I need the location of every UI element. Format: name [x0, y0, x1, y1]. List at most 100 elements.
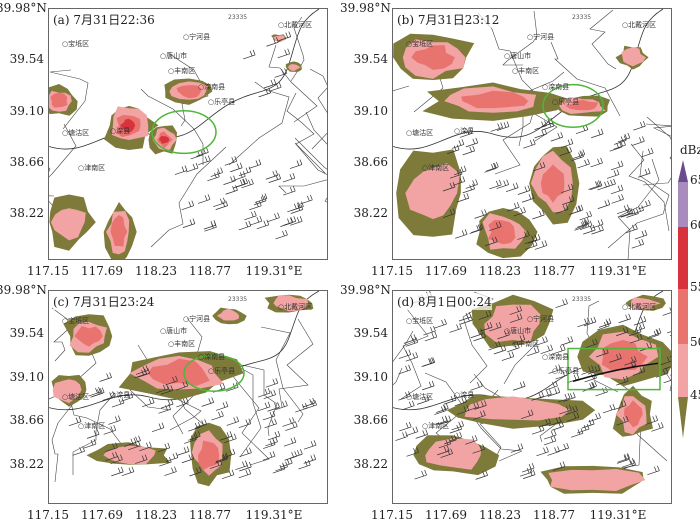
wind-barb	[221, 469, 235, 480]
wind-barb	[243, 49, 256, 60]
wind-barb	[265, 170, 279, 180]
wind-barb	[278, 31, 292, 41]
panel-b: (b) 7月31日23:12	[392, 8, 672, 260]
wind-barb	[235, 460, 248, 470]
wind-barb	[532, 209, 545, 220]
wind-barb	[222, 448, 236, 459]
x-tick-label: 119.31°E	[245, 264, 303, 278]
wind-barb	[157, 442, 171, 453]
wind-barb	[423, 325, 436, 336]
wind-barb	[523, 469, 536, 479]
wind-barb	[440, 448, 453, 458]
place-label: ○滦南县	[542, 353, 570, 362]
wind-barb	[470, 328, 484, 339]
wind-barb	[249, 216, 263, 226]
radar-echo	[197, 440, 220, 471]
wind-barb	[238, 418, 252, 428]
wind-barb	[559, 146, 572, 157]
y-tick-label: 39.98°N	[0, 283, 47, 297]
wind-barb	[176, 397, 189, 408]
radar-echo	[50, 92, 68, 108]
admin-border	[49, 123, 77, 197]
wind-barb	[489, 321, 502, 332]
wind-barb	[488, 340, 501, 351]
admin-border	[645, 123, 671, 160]
wind-barb	[552, 461, 566, 471]
wind-barb	[405, 352, 419, 362]
wind-barb	[226, 416, 240, 426]
wind-barb	[263, 78, 277, 89]
admin-border	[502, 10, 538, 66]
wind-barb	[565, 405, 578, 416]
wind-barb	[142, 397, 155, 408]
radar-echo	[601, 340, 648, 371]
wind-barb	[576, 423, 590, 434]
wind-barb	[239, 447, 252, 458]
admin-border	[294, 137, 327, 203]
radar-echo	[405, 163, 460, 220]
wind-barb	[595, 386, 608, 397]
wind-barb	[442, 181, 456, 192]
wind-barb	[577, 158, 590, 169]
wind-barb	[501, 351, 515, 361]
wind-barb	[165, 452, 179, 462]
wind-barb	[589, 180, 603, 191]
wind-barb	[72, 446, 85, 456]
wind-barb	[421, 357, 434, 367]
wind-barb	[398, 364, 411, 375]
wind-barb	[509, 305, 523, 315]
wind-barb	[466, 401, 480, 412]
focus-ellipse	[151, 109, 217, 155]
wind-barb	[579, 210, 592, 221]
wind-barb	[616, 416, 629, 426]
shear-line	[572, 362, 659, 383]
wind-barb	[474, 209, 487, 219]
place-label: ○津南区	[422, 422, 450, 431]
wind-barb	[194, 419, 207, 429]
wind-barb	[280, 217, 293, 227]
wind-barb	[577, 317, 590, 328]
radar-echo	[159, 135, 170, 144]
x-tick-label: 117.15	[371, 508, 413, 522]
wind-barb	[86, 429, 100, 439]
wind-barb	[513, 206, 526, 217]
x-tick-label: 118.77	[533, 264, 575, 278]
wind-barb	[244, 210, 257, 221]
wind-barb	[201, 397, 215, 407]
wind-barb	[478, 310, 492, 320]
place-label: ○塘沽区	[406, 129, 434, 138]
wind-barb	[215, 401, 229, 411]
admin-border	[305, 111, 327, 145]
wind-barb	[204, 222, 217, 232]
wind-barb	[263, 389, 277, 400]
panel-title: (c) 7月31日23:24	[53, 293, 155, 310]
wind-barb	[507, 342, 520, 353]
place-label: ○乐亭县	[208, 98, 236, 107]
y-tick-label: 39.10	[9, 369, 44, 384]
wind-barb	[471, 223, 484, 233]
wind-barb	[560, 138, 574, 148]
wind-barb	[459, 128, 473, 138]
admin-border	[642, 116, 671, 186]
y-tick-label: 38.66	[353, 154, 388, 169]
wind-barb	[473, 410, 486, 420]
wind-barb	[295, 402, 308, 413]
wind-barb	[139, 441, 152, 452]
wind-barb	[543, 435, 557, 446]
wind-barb	[268, 173, 282, 183]
x-tick-label: 119.31°E	[589, 264, 647, 278]
wind-barb	[238, 220, 252, 231]
admin-border	[228, 81, 290, 166]
wind-barb	[83, 438, 97, 449]
wind-barb	[660, 355, 671, 366]
wind-barb	[224, 156, 238, 166]
wind-barb	[282, 172, 296, 183]
wind-barb	[282, 417, 295, 427]
wind-barb	[406, 447, 419, 457]
wind-barb	[290, 448, 303, 459]
colorbar-bar	[678, 160, 688, 438]
wind-barb	[628, 326, 642, 337]
wind-barb	[239, 461, 252, 472]
admin-border	[268, 44, 318, 123]
place-label: ○宁河县	[527, 33, 555, 41]
